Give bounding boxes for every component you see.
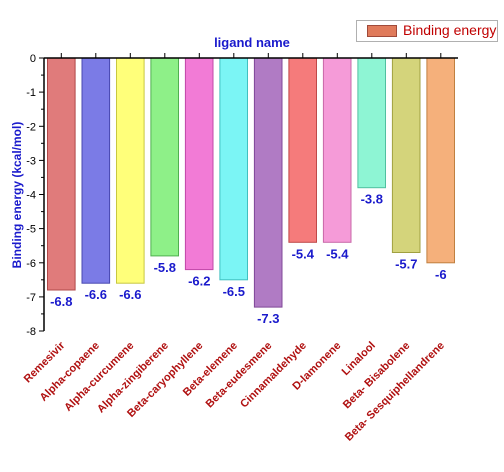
value-label-4: -5.8 [154, 260, 176, 275]
value-label-7: -7.3 [257, 311, 279, 326]
value-label-9: -5.4 [326, 246, 349, 261]
value-label-6: -6.5 [223, 284, 245, 299]
bar-11 [391, 57, 421, 253]
value-label-10: -3.8 [361, 192, 383, 207]
y-tick-label-2: -1 [26, 87, 36, 99]
value-label-3: -6.6 [119, 287, 141, 302]
bar-12 [426, 57, 455, 264]
value-label-11: -5.7 [395, 257, 417, 272]
category-label-2: Alpha-copaene [38, 340, 102, 404]
value-label-2: -6.6 [85, 287, 107, 302]
y-tick-label-8: -7 [26, 292, 36, 304]
bar-10 [357, 57, 386, 189]
value-label-12: -6 [435, 267, 447, 282]
value-label-5: -6.2 [188, 274, 210, 289]
bar-1 [47, 57, 76, 291]
chart-title: ligand name [214, 35, 290, 50]
bar-8 [288, 57, 317, 243]
y-axis-label: Binding energy (kcal/mol) [10, 122, 24, 269]
bar-9 [322, 57, 352, 243]
y-tick-label-7: -6 [26, 258, 36, 270]
legend-swatch [367, 25, 397, 37]
y-tick-label-4: -3 [26, 155, 36, 167]
y-tick-label-6: -5 [26, 224, 36, 236]
bar-2 [81, 57, 111, 284]
y-tick-label-1: 0 [30, 53, 36, 65]
axes-group: 0 -1 -2 -3 -4 -5 -6 -7 -8 [26, 53, 458, 338]
y-tick-label-9: -8 [26, 326, 36, 338]
bar-7 [253, 57, 283, 308]
bar-6 [219, 57, 248, 281]
bar-4 [150, 57, 179, 257]
bar-5 [184, 57, 214, 271]
legend-label: Binding energy [403, 22, 497, 38]
value-label-8: -5.4 [292, 246, 315, 261]
bars-group [47, 57, 455, 308]
legend: Binding energy [356, 20, 498, 42]
bar-3 [116, 57, 145, 284]
value-label-1: -6.8 [50, 294, 72, 309]
y-tick-label-5: -4 [26, 190, 36, 202]
y-tick-label-3: -2 [26, 121, 36, 133]
